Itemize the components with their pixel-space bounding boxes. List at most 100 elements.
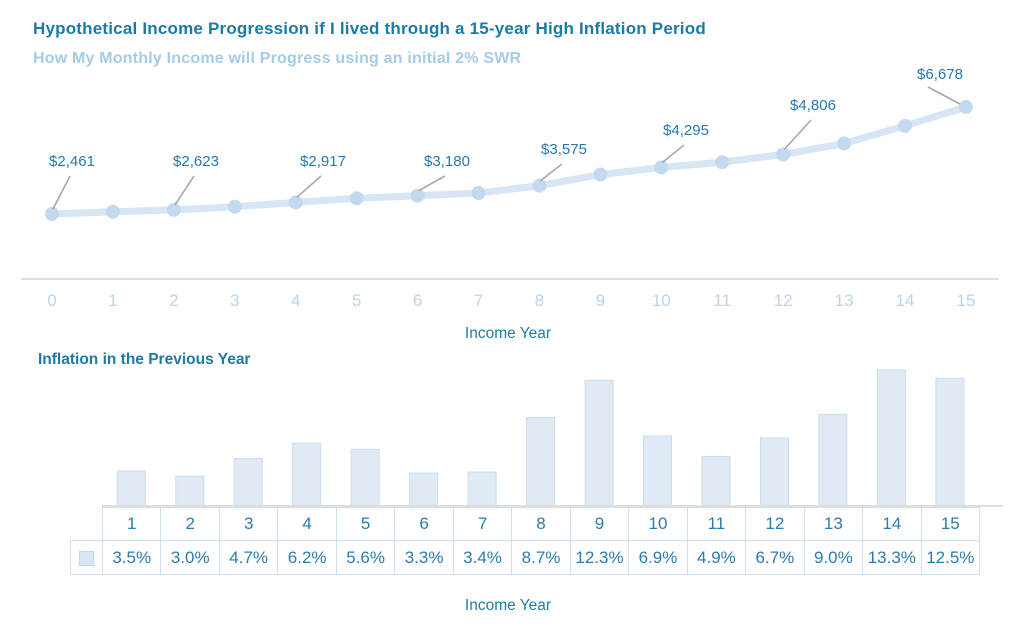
table-inflation-value: 6.9%: [628, 540, 688, 575]
x-axis-tick-label: 1: [108, 291, 117, 310]
inflation-bar: [935, 377, 965, 508]
table-year-header: 7: [452, 507, 513, 541]
table-year-header: 12: [745, 507, 805, 541]
data-point-label: $4,806: [790, 97, 836, 114]
table-inflation-value: 6.7%: [745, 540, 805, 575]
data-point-marker: [166, 202, 181, 217]
data-point-marker: [105, 204, 120, 219]
table-year-header: 9: [569, 507, 630, 541]
data-point-marker: [45, 207, 59, 221]
table-inflation-value: 13.3%: [862, 540, 922, 575]
label-callout-line: [927, 86, 961, 105]
inflation-bar: [233, 458, 263, 508]
line-chart-subtitle: How My Monthly Income will Progress usin…: [33, 50, 522, 67]
data-point-marker: [654, 160, 669, 175]
table-inflation-value: 4.7%: [218, 540, 279, 575]
x-axis-tick-label: 6: [413, 291, 422, 310]
table-inflation-value: 8.7%: [511, 540, 571, 575]
inflation-bar: [116, 470, 146, 508]
table-inflation-value: 3.5%: [101, 540, 162, 575]
table-year-header: 13: [803, 507, 864, 541]
label-callout-line: [174, 175, 195, 206]
series-legend-swatch-icon: [79, 550, 94, 566]
label-callout-line: [296, 175, 322, 199]
inflation-bar-chart: [102, 369, 1003, 508]
table-year-header: 8: [511, 507, 571, 541]
inflation-bar: [584, 379, 614, 508]
inflation-bar: [701, 456, 731, 508]
x-axis-tick-label: 10: [652, 291, 671, 310]
data-point-marker: [227, 199, 242, 214]
data-point-marker: [593, 167, 608, 182]
bar-chart-x-axis-title: Income Year: [464, 597, 552, 614]
table-inflation-value: 3.4%: [452, 540, 513, 575]
data-point-marker: [349, 191, 364, 206]
table-header-row: 1 2 3 4 5 6 7 8 9 10 11 12 13 14 15: [71, 507, 981, 541]
x-axis-tick-label: 0: [47, 291, 56, 310]
data-point-label: $3,180: [424, 153, 470, 170]
table-year-header: 3: [218, 507, 279, 541]
table-year-header: 5: [335, 507, 396, 541]
table-year-header: 14: [862, 507, 922, 541]
x-axis-tick-label: 12: [774, 291, 793, 310]
table-year-header: 11: [686, 507, 747, 541]
x-axis-tick-label: 15: [956, 291, 975, 310]
data-point-label: $2,461: [49, 153, 95, 170]
table-inflation-value: 9.0%: [803, 540, 864, 575]
inflation-bar: [526, 416, 556, 508]
x-axis-tick-label: 2: [169, 291, 178, 310]
data-point-marker: [776, 147, 791, 162]
data-point-label: $2,623: [173, 153, 219, 170]
data-point-label: $2,917: [300, 153, 346, 170]
table-inflation-value: 3.3%: [394, 540, 454, 575]
data-point-marker: [715, 155, 730, 170]
data-point-marker: [410, 188, 425, 203]
data-point-label: $6,678: [917, 66, 963, 83]
legend-cell: [70, 540, 103, 575]
label-callout-line: [52, 175, 71, 210]
inflation-bar: [467, 471, 497, 508]
table-year-header: 10: [628, 507, 688, 541]
table-year-header: 6: [394, 507, 454, 541]
data-point-marker: [958, 100, 973, 114]
inflation-bar: [292, 442, 322, 508]
income-series-line: [51, 103, 968, 218]
inflation-bar: [818, 413, 848, 508]
inflation-bar: [175, 475, 205, 508]
label-callout-line: [783, 119, 812, 151]
table-inflation-value: 12.3%: [569, 540, 630, 575]
table-corner-cell: [71, 508, 103, 541]
label-callout-line: [661, 144, 685, 164]
table-value-row: 3.5% 3.0% 4.7% 6.2% 5.6% 3.3% 3.4% 8.7% 12.3% 6.9…: [70, 540, 981, 575]
x-axis-tick-label: 11: [713, 291, 731, 310]
data-point-label: $4,295: [663, 122, 709, 139]
line-chart-x-axis-title: Income Year: [465, 325, 551, 342]
line-chart-title: Hypothetical Income Progression if I liv…: [33, 19, 706, 38]
inflation-table: 1 2 3 4 5 6 7 8 9 10 11 12 13 14 15 3.5% 3.0% 4.7% 6.2% 5.6…: [70, 507, 981, 575]
label-callout-line: [418, 175, 446, 192]
inflation-bar: [760, 437, 789, 508]
bar-chart-title: Inflation in the Previous Year: [38, 351, 251, 368]
inflation-bar: [643, 435, 672, 508]
data-point-marker: [898, 118, 913, 133]
label-callout-line: [539, 163, 563, 182]
x-axis-tick-label: 13: [835, 291, 854, 310]
income-line-chart: $2,461 $2,623 $2,917 $3,180 $3,575 $4,295 $4,8…: [21, 66, 999, 342]
table-year-header: 2: [160, 507, 220, 541]
inflation-bar: [876, 369, 906, 508]
inflation-bar: [409, 472, 439, 508]
x-axis-tick-label: 8: [535, 291, 544, 310]
table-inflation-value: 3.0%: [160, 540, 220, 575]
table-year-header: 4: [277, 507, 337, 541]
data-point-marker: [288, 195, 303, 210]
inflation-bar: [350, 448, 380, 508]
table-inflation-value: 6.2%: [277, 540, 337, 575]
x-axis-tick-label: 3: [230, 291, 239, 310]
table-inflation-value: 4.9%: [686, 540, 747, 575]
table-inflation-value: 5.6%: [335, 540, 396, 575]
data-point-marker: [837, 136, 852, 151]
x-axis-tick-label: 4: [291, 291, 300, 310]
x-axis-tick-label: 14: [896, 291, 915, 310]
table-year-header: 1: [101, 507, 162, 541]
